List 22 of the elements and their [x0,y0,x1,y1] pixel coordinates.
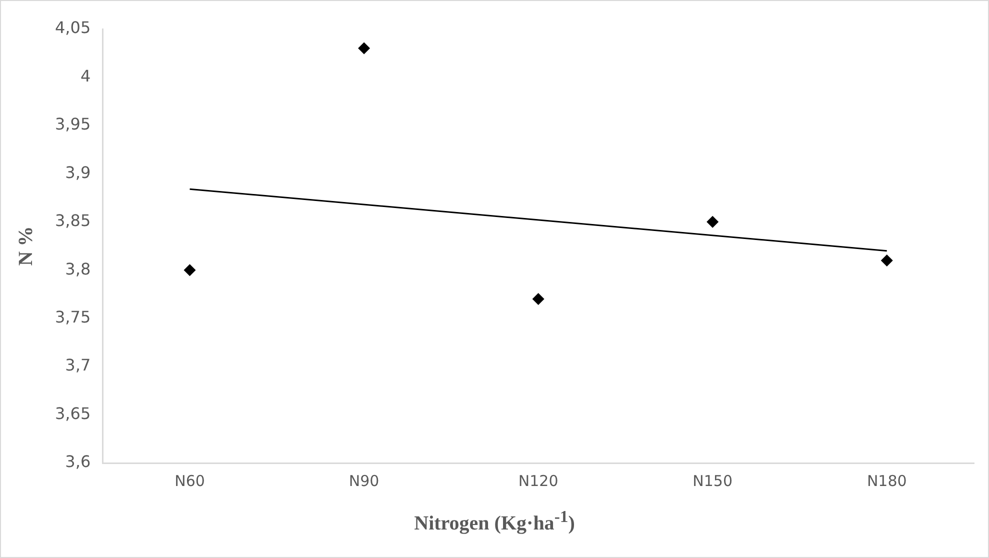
x-tick-label: N150 [692,472,733,490]
y-tick-label: 4,05 [55,18,91,38]
y-tick-label: 3,85 [55,211,91,230]
x-tick-label: N120 [518,472,558,490]
y-tick-label: 3,7 [65,356,91,375]
point [184,264,196,276]
y-tick-label: 4 [80,66,91,86]
y-tick-label: 3,8 [65,259,91,278]
point [358,42,370,54]
y-axis-title: N % [15,226,38,266]
x-axis-title: Nitrogen (Kg·ha$^{-1}$) [413,507,576,536]
x-tick-label: N90 [348,472,380,490]
point [532,293,544,306]
y-tick-label: 3,6 [65,452,91,472]
x-tick-label: N180 [866,472,907,490]
y-tick-label: 3,75 [55,307,91,326]
point [706,216,719,228]
y-tick-label: 3,95 [55,114,91,134]
point [880,254,893,266]
y-tick-label: 3,9 [65,162,91,182]
y-tick-label: 3,65 [55,404,91,423]
x-tick-label: N60 [174,472,205,490]
